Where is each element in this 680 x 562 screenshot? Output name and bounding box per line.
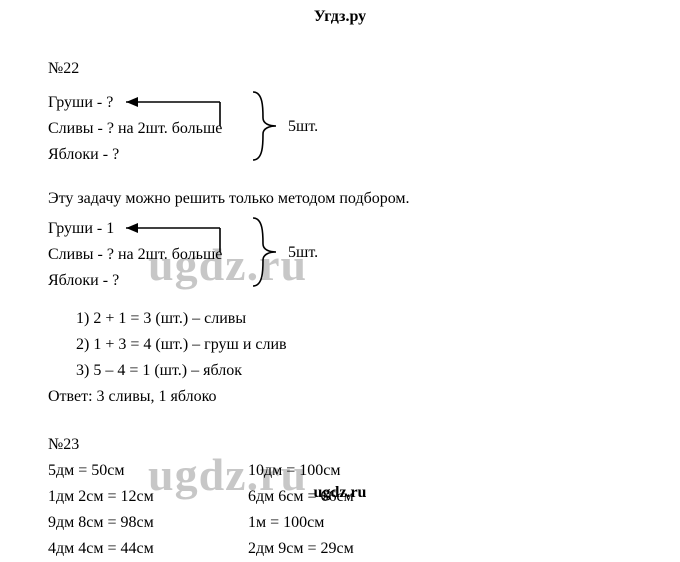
- p22-line-grushi: Груши - ?: [48, 90, 680, 116]
- p22-line-slivy-2: Сливы - ? на 2шт. больше: [48, 242, 680, 268]
- p23-cell: 1м = 100см: [248, 510, 448, 536]
- p22-answer: Ответ: 3 сливы, 1 яблоко: [48, 384, 680, 410]
- p23-row-2: 9дм 8см = 98см 1м = 100см: [48, 510, 680, 536]
- problem-22-solution: 1) 2 + 1 = 3 (шт.) – сливы 2) 1 + 3 = 4 …: [48, 306, 680, 410]
- p22-line-slivy: Сливы - ? на 2шт. больше: [48, 116, 680, 142]
- p22-line-yabloki-2: Яблоки - ?: [48, 268, 680, 294]
- footer-site: ugdz.ru: [0, 484, 680, 502]
- problem-number-23: №23: [48, 432, 680, 458]
- p22-line-grushi-2: Груши - 1: [48, 216, 680, 242]
- content: №22 Груши - ? Сливы - ? на 2шт. больше Я…: [0, 26, 680, 562]
- p22-line-yabloki: Яблоки - ?: [48, 142, 680, 168]
- p23-row-3: 4дм 4см = 44см 2дм 9см = 29см: [48, 536, 680, 562]
- problem-22-note-block: Эту задачу можно решить только методом п…: [48, 186, 680, 294]
- p22-step-3: 3) 5 – 4 = 1 (шт.) – яблок: [48, 358, 680, 384]
- problem-number-22: №22: [48, 56, 680, 82]
- header-site: Угдз.ру: [0, 0, 680, 26]
- p22-step-1: 1) 2 + 1 = 3 (шт.) – сливы: [48, 306, 680, 332]
- p23-cell: 2дм 9см = 29см: [248, 536, 448, 562]
- p23-cell: 4дм 4см = 44см: [48, 536, 248, 562]
- problem-22: №22 Груши - ? Сливы - ? на 2шт. больше Я…: [48, 56, 680, 168]
- p22-step-2: 2) 1 + 3 = 4 (шт.) – груш и слив: [48, 332, 680, 358]
- p23-row-0: 5дм = 50см 10дм = 100см: [48, 458, 680, 484]
- p23-cell: 10дм = 100см: [248, 458, 448, 484]
- p23-cell: 9дм 8см = 98см: [48, 510, 248, 536]
- p23-cell: 5дм = 50см: [48, 458, 248, 484]
- p22-note: Эту задачу можно решить только методом п…: [48, 186, 680, 212]
